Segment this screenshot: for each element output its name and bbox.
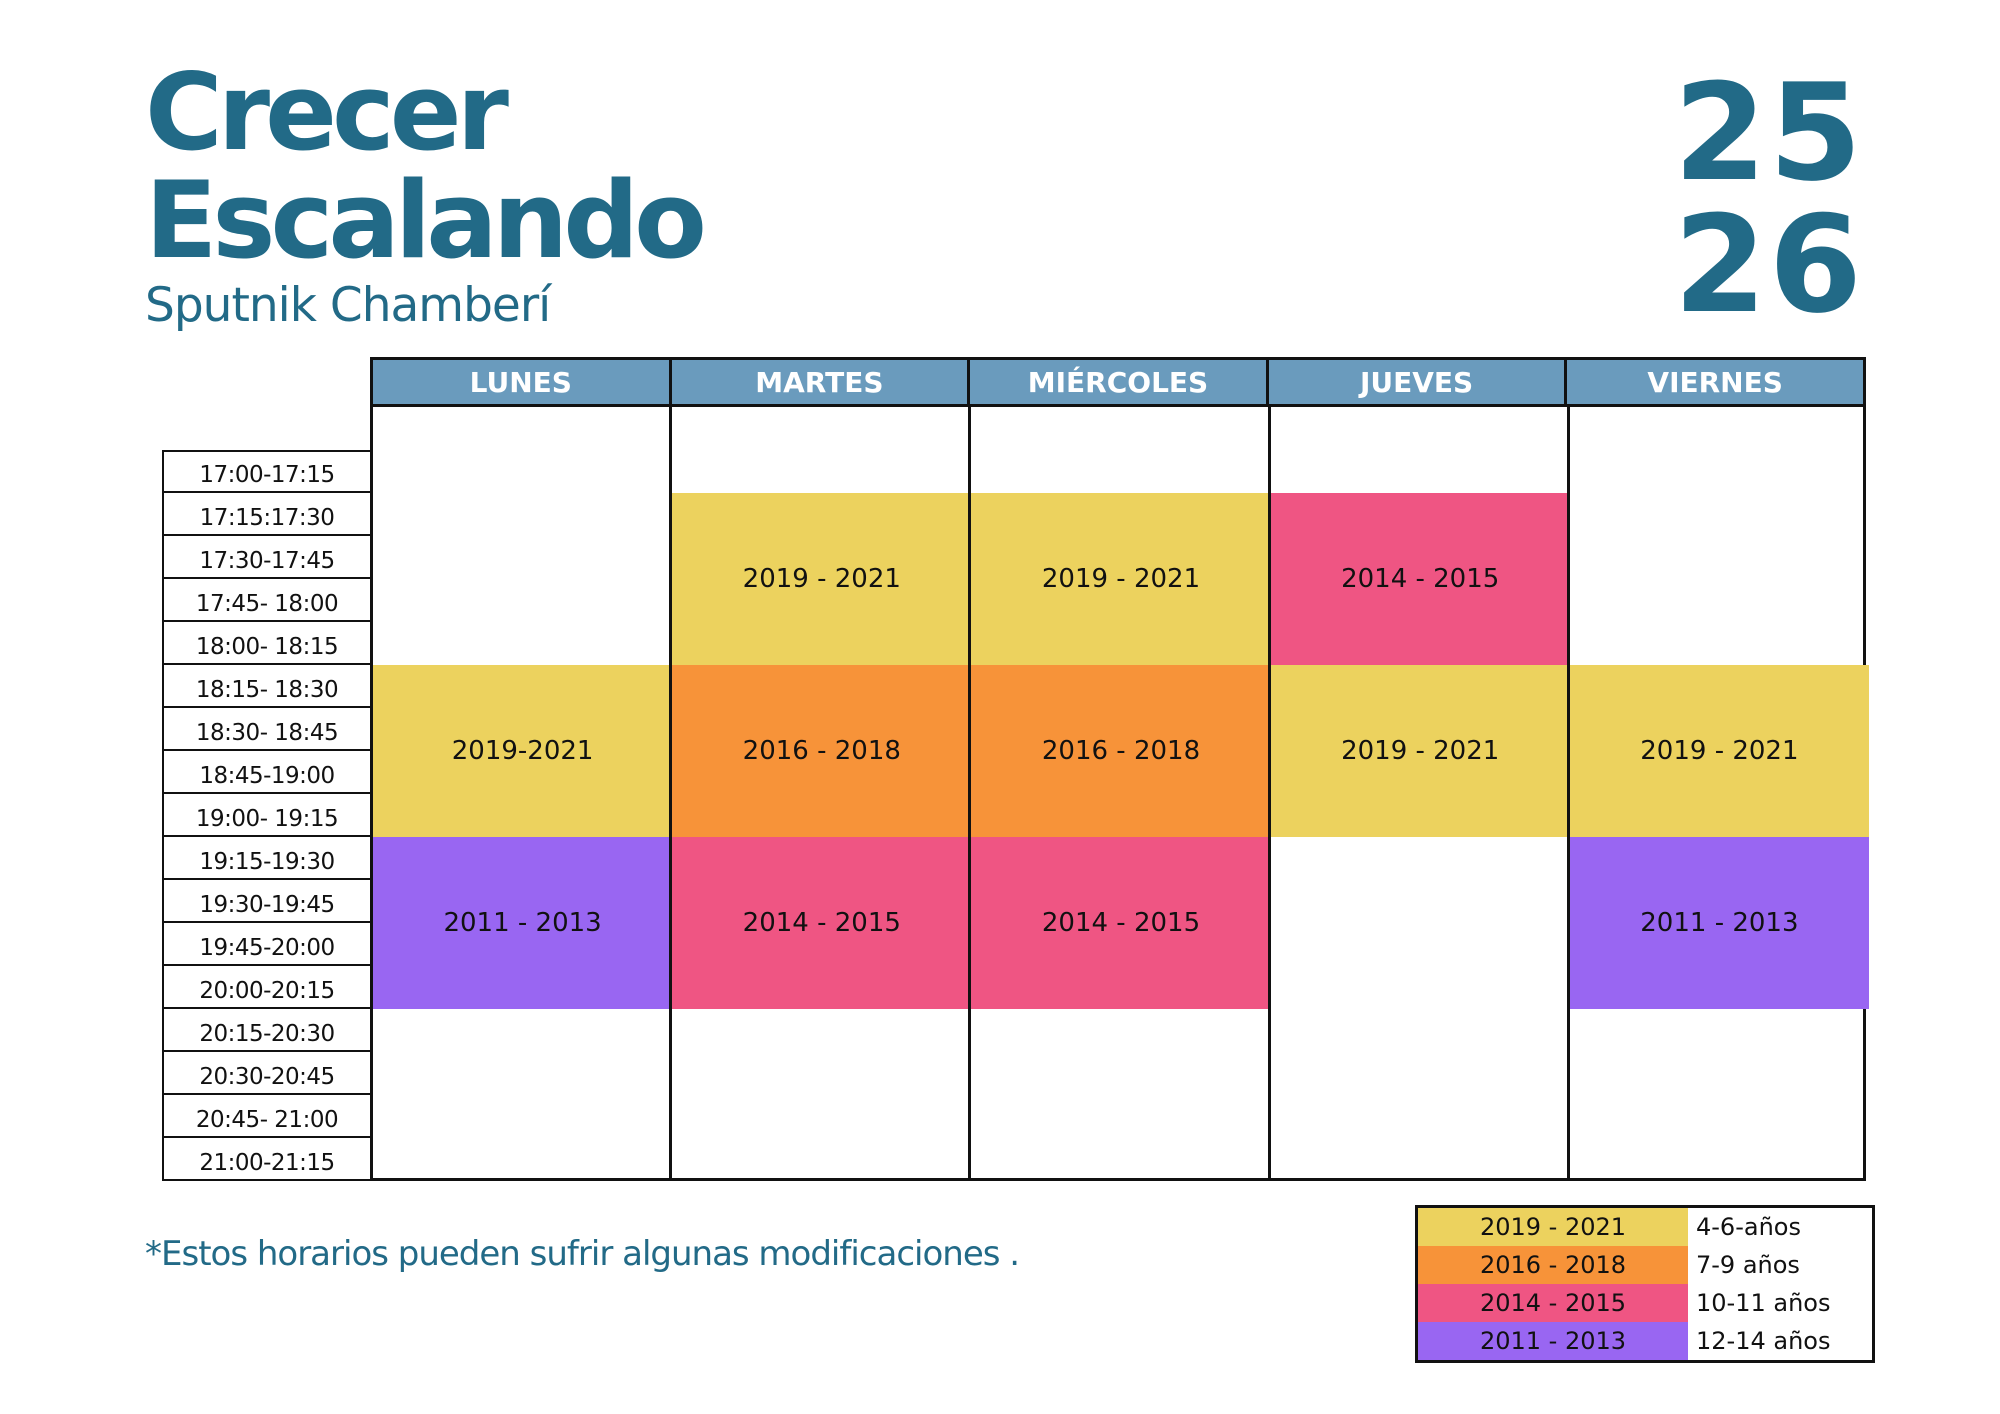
- class-block: 2016 - 2018: [672, 665, 972, 837]
- season-year-start: 25: [1673, 55, 1864, 211]
- day-header-jueves: JUEVES: [1265, 360, 1565, 404]
- class-block: 2019 - 2021: [1270, 665, 1570, 837]
- age-legend: 2019 - 2021 4-6-años 2016 - 2018 7-9 años 20…: [1415, 1205, 1875, 1363]
- time-slot: 17:15:17:30: [162, 493, 370, 536]
- day-header-row: LUNES MARTES MIÉRCOLES JUEVES VIERNES: [370, 357, 1866, 407]
- time-slot: 20:00-20:15: [162, 966, 370, 1009]
- day-header-viernes: VIERNES: [1564, 360, 1863, 404]
- class-block: 2014 - 2015: [672, 837, 972, 1009]
- class-block: 2014 - 2015: [1270, 493, 1570, 665]
- time-slot-column: 17:00-17:15 17:15:17:30 17:30-17:45 17:45- …: [162, 450, 370, 1181]
- season-year-end: 26: [1673, 187, 1864, 343]
- time-slot: 21:00-21:15: [162, 1138, 370, 1181]
- class-block: 2014 - 2015: [971, 837, 1271, 1009]
- day-header-lunes: LUNES: [469, 365, 572, 399]
- title-line-2: Escalando: [145, 159, 707, 282]
- time-slot: 18:00- 18:15: [162, 622, 370, 665]
- class-block: 2019 - 2021: [1569, 665, 1869, 837]
- subtitle: Sputnik Chamberí: [145, 278, 551, 333]
- time-slot: 18:30- 18:45: [162, 708, 370, 751]
- class-block: 2019-2021: [373, 665, 673, 837]
- legend-ages: 7-9 años: [1688, 1246, 1872, 1284]
- column-divider: [1566, 407, 1570, 1181]
- legend-row: 2011 - 2013 12-14 años: [1418, 1322, 1872, 1360]
- disclaimer-note: *Estos horarios pueden sufrir algunas mo…: [145, 1234, 1020, 1274]
- time-slot: 17:45- 18:00: [162, 579, 370, 622]
- class-block: 2019 - 2021: [971, 493, 1271, 665]
- time-slot: 20:15-20:30: [162, 1009, 370, 1052]
- class-block: 2016 - 2018: [971, 665, 1271, 837]
- column-divider: [968, 407, 972, 1181]
- time-slot: 19:15-19:30: [162, 837, 370, 880]
- day-header-martes: MARTES: [668, 360, 968, 404]
- time-slot: 18:15- 18:30: [162, 665, 370, 708]
- time-slot: 17:00-17:15: [162, 450, 370, 493]
- legend-ages: 10-11 años: [1688, 1284, 1872, 1322]
- legend-row: 2016 - 2018 7-9 años: [1418, 1246, 1872, 1284]
- legend-row: 2014 - 2015 10-11 años: [1418, 1284, 1872, 1322]
- class-block: 2011 - 2013: [373, 837, 673, 1009]
- time-slot: 19:45-20:00: [162, 923, 370, 966]
- legend-ages: 4-6-años: [1688, 1208, 1872, 1246]
- class-block: 2011 - 2013: [1569, 837, 1869, 1009]
- legend-years: 2011 - 2013: [1418, 1322, 1688, 1360]
- title-line-1: Crecer: [145, 51, 509, 174]
- column-divider: [669, 407, 673, 1181]
- legend-years: 2016 - 2018: [1418, 1246, 1688, 1284]
- class-block: 2019 - 2021: [672, 493, 972, 665]
- schedule-grid: LUNES MARTES MIÉRCOLES JUEVES VIERNES 2019-2…: [370, 357, 1869, 1181]
- time-slot: 20:30-20:45: [162, 1052, 370, 1095]
- legend-row: 2019 - 2021 4-6-años: [1418, 1208, 1872, 1246]
- day-header-miércoles: MIÉRCOLES: [967, 360, 1266, 404]
- column-divider: [1267, 407, 1271, 1181]
- schedule-body: 2019-2021 2011 - 2013 2019 - 2021 2016 - 20…: [370, 407, 1869, 1181]
- time-slot: 20:45- 21:00: [162, 1095, 370, 1138]
- time-slot: 19:00- 19:15: [162, 794, 370, 837]
- time-slot: 18:45-19:00: [162, 751, 370, 794]
- time-slot: 19:30-19:45: [162, 880, 370, 923]
- legend-ages: 12-14 años: [1688, 1322, 1872, 1360]
- legend-years: 2019 - 2021: [1418, 1208, 1688, 1246]
- legend-years: 2014 - 2015: [1418, 1284, 1688, 1322]
- time-slot: 17:30-17:45: [162, 536, 370, 579]
